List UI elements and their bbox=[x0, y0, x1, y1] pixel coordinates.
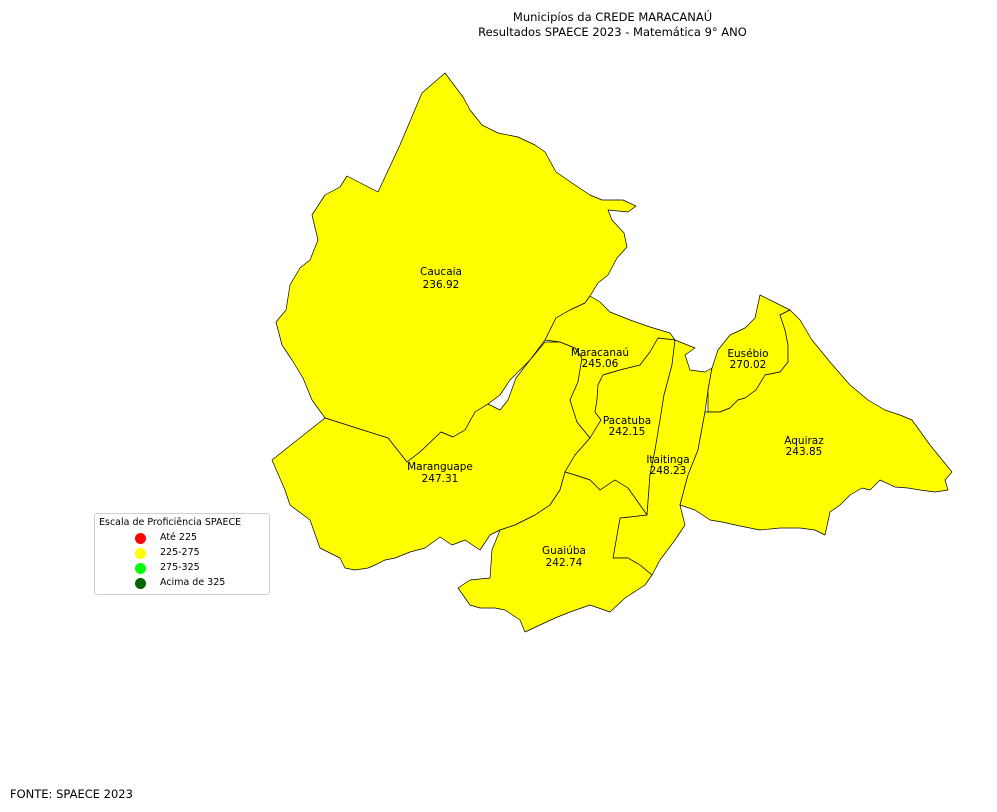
label-eusebio-name: Eusébio bbox=[727, 348, 768, 360]
legend-title: Escala de Proficiência SPAECE bbox=[99, 517, 242, 528]
legend-item: Até 225 bbox=[135, 531, 197, 545]
label-maracanau-name: Maracanaú bbox=[571, 347, 629, 359]
label-maranguape-name: Maranguape bbox=[407, 461, 473, 473]
legend-swatch-dark-green bbox=[135, 577, 146, 589]
label-itaitinga-score: 248.23 bbox=[650, 465, 687, 477]
legend-label: 225-275 bbox=[160, 547, 200, 558]
label-eusebio-score: 270.02 bbox=[730, 359, 767, 371]
legend-label: Acima de 325 bbox=[160, 577, 226, 588]
region-guaiuba[interactable] bbox=[457, 471, 653, 633]
label-guaiuba-score: 242.74 bbox=[546, 557, 583, 569]
label-caucaia-score: 236.92 bbox=[423, 279, 460, 291]
label-itaitinga-name: Itaitinga bbox=[646, 454, 689, 466]
label-aquiraz-score: 243.85 bbox=[786, 446, 823, 458]
label-guaiuba-name: Guaiúba bbox=[542, 545, 586, 557]
legend-swatch-green bbox=[135, 562, 146, 574]
source-note: FONTE: SPAECE 2023 bbox=[10, 787, 133, 801]
legend-swatch-yellow bbox=[135, 547, 146, 559]
region-caucaia[interactable] bbox=[275, 72, 637, 463]
label-pacatuba-score: 242.15 bbox=[609, 426, 646, 438]
label-pacatuba-name: Pacatuba bbox=[603, 415, 651, 427]
legend: Escala de Proficiência SPAECE Até 225 22… bbox=[94, 513, 270, 595]
label-aquiraz-name: Aquiraz bbox=[784, 435, 824, 447]
title-line-2: Resultados SPAECE 2023 - Matemática 9° A… bbox=[478, 25, 747, 39]
legend-label: Até 225 bbox=[160, 532, 198, 543]
label-maranguape-score: 247.31 bbox=[422, 473, 459, 485]
label-caucaia-name: Caucaia bbox=[420, 266, 462, 278]
legend-label: 275-325 bbox=[160, 562, 200, 573]
legend-item: Acima de 325 bbox=[135, 576, 225, 590]
legend-item: 225-275 bbox=[135, 546, 200, 560]
legend-swatch-red bbox=[135, 532, 146, 544]
map-title: Municipíos da CREDE MARACANAÚ Resultados… bbox=[0, 10, 997, 40]
title-line-1: Municipíos da CREDE MARACANAÚ bbox=[512, 10, 713, 24]
legend-item: 275-325 bbox=[135, 561, 200, 575]
region-aquiraz[interactable] bbox=[679, 309, 953, 536]
label-maracanau-score: 245.06 bbox=[582, 358, 619, 370]
